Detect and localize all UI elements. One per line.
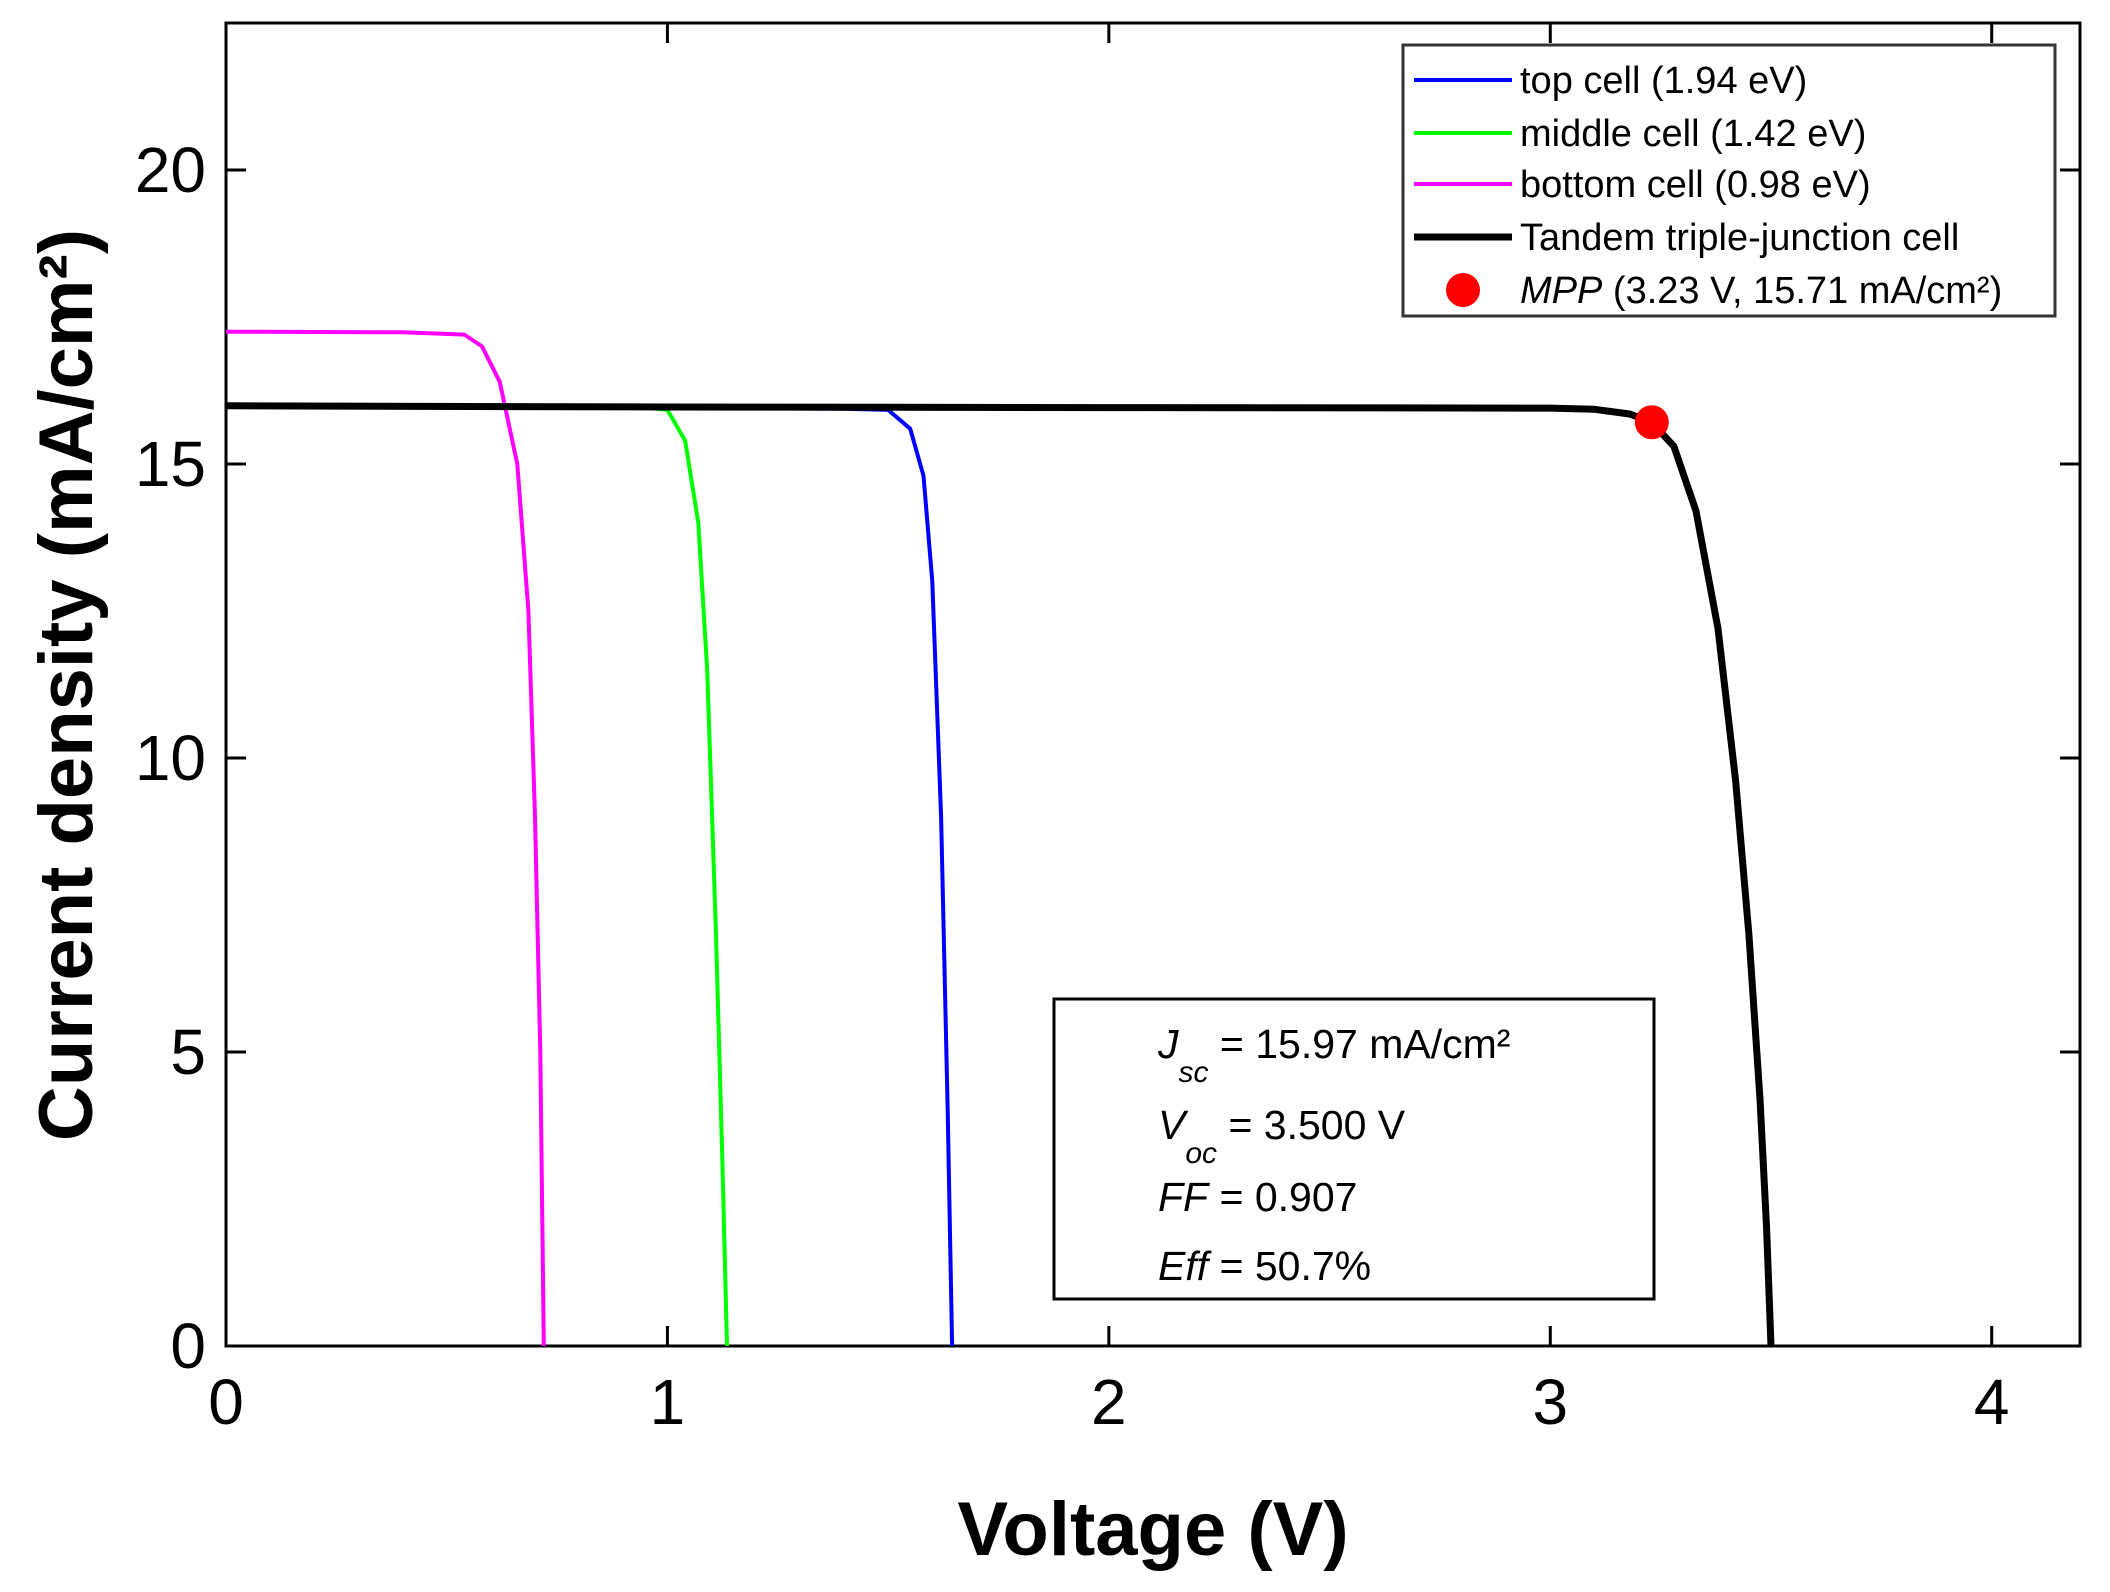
legend-box xyxy=(1401,43,2057,318)
x-tick-label: 0 xyxy=(208,1366,244,1438)
x-tick-label: 2 xyxy=(1091,1366,1127,1438)
legend-label: bottom cell (0.98 eV) xyxy=(1520,164,1871,206)
mpp-layer xyxy=(1634,405,1669,440)
stats-box: Jsc = 15.97 mA/cm² Voc = 3.500 VFF = 0.90… xyxy=(1052,997,1656,1301)
stats-box-frame xyxy=(1052,997,1656,1301)
x-tick-label: 4 xyxy=(1974,1366,2010,1438)
legend: top cell (1.94 eV) middle cell (1.42 eV) b… xyxy=(1401,43,2057,318)
y-tick-label: 10 xyxy=(135,722,206,794)
series-line-3 xyxy=(225,402,1775,1347)
legend-mpp-marker xyxy=(1446,273,1480,307)
y-tick-label: 5 xyxy=(170,1016,206,1088)
legend-label: Tandem triple-junction cell xyxy=(1520,217,1959,259)
stat-line: Voc = 3.500 V xyxy=(1158,1102,1406,1170)
legend-label-mpp: MPP (3.23 V, 15.71 mA/cm²) xyxy=(1520,270,2002,312)
y-tick-label: 20 xyxy=(135,134,206,206)
stat-line: FF = 0.907 xyxy=(1158,1174,1357,1220)
series-line-2 xyxy=(225,329,546,1347)
stat-line: Eff = 50.7% xyxy=(1158,1243,1371,1289)
x-axis-label: Voltage (V) xyxy=(957,1487,1348,1572)
axis-ticks: 0 1 2 3 4 0 5 10 15 20 xyxy=(135,23,2080,1438)
legend-label: middle cell (1.42 eV) xyxy=(1520,113,1866,155)
stat-line: Jsc = 15.97 mA/cm² xyxy=(1157,1021,1510,1089)
y-tick-label: 0 xyxy=(170,1310,206,1382)
legend-label: top cell (1.94 eV) xyxy=(1520,60,1807,102)
mpp-marker xyxy=(1634,405,1669,440)
curves xyxy=(225,329,1775,1347)
x-tick-label: 1 xyxy=(650,1366,686,1438)
x-tick-label: 3 xyxy=(1532,1366,1568,1438)
y-axis-label: Current density (mA/cm²) xyxy=(24,229,109,1141)
y-tick-label: 15 xyxy=(135,428,206,500)
